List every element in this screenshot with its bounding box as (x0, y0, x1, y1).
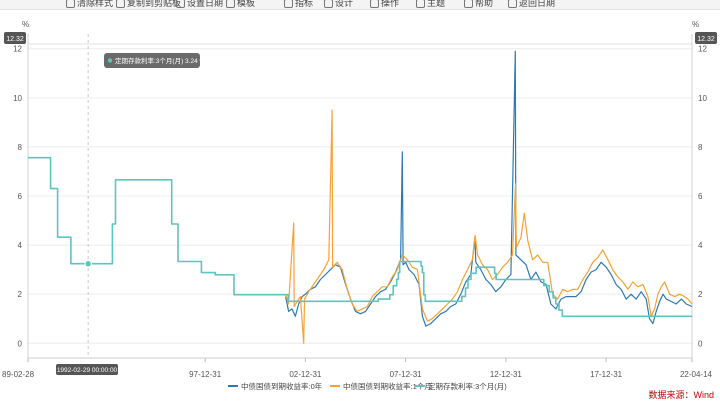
toolbar-item[interactable]: 返回日期 (508, 0, 555, 9)
y-tick-label-left: 12 (13, 45, 22, 54)
y-axis-unit-right: % (692, 20, 699, 29)
x-tick-label: 12-12-31 (490, 370, 523, 379)
toolbar-item-icon (464, 0, 473, 9)
toolbar-item-icon (284, 0, 293, 9)
series-line (28, 156, 692, 318)
hover-layer: 12.32 12.32 定期存款利率:3个月(月) 3.24 % 1992-02-29… (4, 32, 717, 375)
y-value-badge-left (4, 32, 26, 44)
toolbar-item-label: 返回日期 (519, 0, 556, 8)
toolbar-item-icon (508, 0, 517, 9)
y-tick-label-left: 4 (18, 241, 23, 250)
y-tick-label-left: 2 (18, 290, 23, 299)
hover-point-marker[interactable] (84, 260, 92, 268)
tooltip-box (104, 53, 200, 68)
toolbar-item[interactable]: 设计 (324, 0, 353, 9)
toolbar-item-icon (324, 0, 333, 9)
legend-label: 中债国债到期收益率:0年 (241, 381, 323, 391)
toolbar-item-label: 模板 (237, 0, 256, 8)
y-tick-label-left: 6 (18, 192, 23, 201)
toolbar-item-label: 设计 (335, 0, 354, 8)
toolbar-item-label: 指标 (295, 0, 314, 8)
legend-label: 定期存款利率:3个月(月) (428, 381, 507, 391)
y-tick-label-right: 4 (698, 241, 703, 250)
toolbar-item-label: 操作 (381, 0, 400, 8)
series-lines (28, 50, 693, 344)
legend-item[interactable]: 定期存款利率:3个月(月) (415, 381, 507, 391)
toolbar-item-label: 清除样式 (77, 0, 114, 8)
y-tick-label-right: 6 (698, 192, 703, 201)
x-tick-label: 22-04-14 (680, 370, 713, 379)
toolbar-item[interactable]: 主题 (416, 0, 445, 9)
y-tick-label-right: 10 (698, 94, 707, 103)
toolbar-item[interactable]: 清除样式 (66, 0, 113, 9)
y-axis-unit-left: % (22, 20, 29, 29)
y-tick-label-right: 8 (698, 143, 703, 152)
toolbar: 清除样式 复制到剪贴板 设置日期 模板 指标 设计 操作 主题 帮助 返回日期 (0, 0, 720, 10)
x-tick-label: 97-12-31 (189, 370, 222, 379)
toolbar-item-label: 主题 (427, 0, 446, 8)
x-date-badge-text: 1992-02-29 00:00:00 (57, 367, 118, 374)
x-tick-label: 17-12-31 (590, 370, 623, 379)
tooltip-series-dot (107, 58, 113, 63)
x-tick-label: 07-12-31 (390, 370, 423, 379)
x-date-badge (56, 364, 118, 375)
y-tick-label-right: 0 (698, 339, 703, 348)
toolbar-item-label: 复制到剪贴板 (127, 0, 182, 8)
grid-lines (28, 48, 692, 344)
tooltip-text: 定期存款利率:3个月(月) 3.24 % (115, 56, 206, 65)
x-tick-label: 89-02-28 (2, 370, 35, 379)
toolbar-item[interactable]: 操作 (370, 0, 399, 9)
source-note: 数据来源：Wind (648, 390, 714, 400)
toolbar-item[interactable]: 设置日期 (176, 0, 223, 9)
toolbar-item[interactable]: 模板 (226, 0, 255, 9)
toolbar-item-icon (416, 0, 425, 9)
y-tick-label-right: 12 (698, 45, 707, 54)
toolbar-item-icon (116, 0, 125, 9)
toolbar-item[interactable]: 指标 (284, 0, 313, 9)
y-tick-label-left: 0 (18, 339, 23, 348)
legend-item[interactable]: 中债国债到期收益率:0年 (228, 381, 323, 391)
toolbar-item[interactable]: 复制到剪贴板 (116, 0, 181, 9)
toolbar-item-label: 帮助 (475, 0, 494, 8)
y-tick-label-left: 10 (13, 94, 22, 103)
toolbar-item-label: 设置日期 (187, 0, 224, 8)
toolbar-item-icon (176, 0, 185, 9)
x-tick-label: 02-12-31 (289, 370, 322, 379)
y-value-badge-right (695, 32, 717, 44)
series-line (285, 109, 693, 344)
y-tick-label-left: 8 (18, 143, 23, 152)
axes: % % 0 0 2 2 4 4 6 6 8 8 10 10 12 12 89-02-28 97-12-31 02… (2, 20, 713, 379)
toolbar-item[interactable]: 帮助 (464, 0, 493, 9)
y-value-badge-right-text: 12.32 (697, 36, 715, 43)
toolbar-item-icon (66, 0, 75, 9)
y-value-badge-left-text: 12.32 (6, 36, 24, 43)
y-tick-label-right: 2 (698, 290, 703, 299)
toolbar-item-icon (226, 0, 235, 9)
legend-label: 中债国债到期收益率:1个月 (343, 381, 432, 391)
legend-item[interactable]: 中债国债到期收益率:1个月 (330, 381, 432, 391)
toolbar-item-icon (370, 0, 379, 9)
